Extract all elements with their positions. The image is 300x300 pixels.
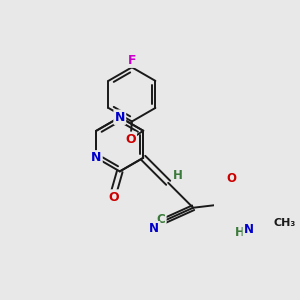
Text: F: F xyxy=(128,54,136,67)
Text: N: N xyxy=(149,222,159,235)
Text: H: H xyxy=(173,169,183,182)
Text: O: O xyxy=(125,133,136,146)
Text: C: C xyxy=(157,213,165,226)
Text: O: O xyxy=(109,190,119,204)
Text: O: O xyxy=(226,172,236,185)
Text: H: H xyxy=(235,226,244,239)
Text: N: N xyxy=(115,111,125,124)
Text: N: N xyxy=(244,223,254,236)
Text: CH₃: CH₃ xyxy=(274,218,296,228)
Text: N: N xyxy=(91,151,101,164)
